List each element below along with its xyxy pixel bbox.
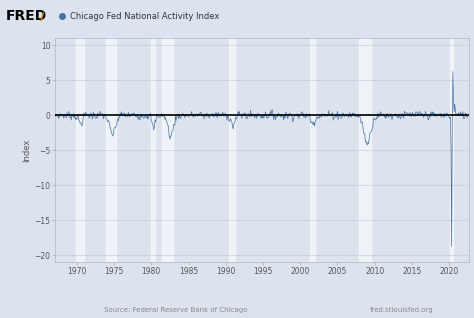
Y-axis label: Index: Index xyxy=(23,139,32,162)
Text: Source: Federal Reserve Bank of Chicago: Source: Federal Reserve Bank of Chicago xyxy=(104,307,247,313)
Text: FRED: FRED xyxy=(6,9,47,23)
Bar xyxy=(151,38,155,262)
Text: Chicago Fed National Activity Index: Chicago Fed National Activity Index xyxy=(70,11,219,21)
Bar xyxy=(229,38,235,262)
Bar xyxy=(76,38,84,262)
Bar xyxy=(106,38,116,262)
Bar xyxy=(163,38,173,262)
Bar xyxy=(359,38,371,262)
Bar xyxy=(310,38,315,262)
Text: fred.stlouisfed.org: fred.stlouisfed.org xyxy=(370,307,433,313)
Bar xyxy=(450,38,453,262)
